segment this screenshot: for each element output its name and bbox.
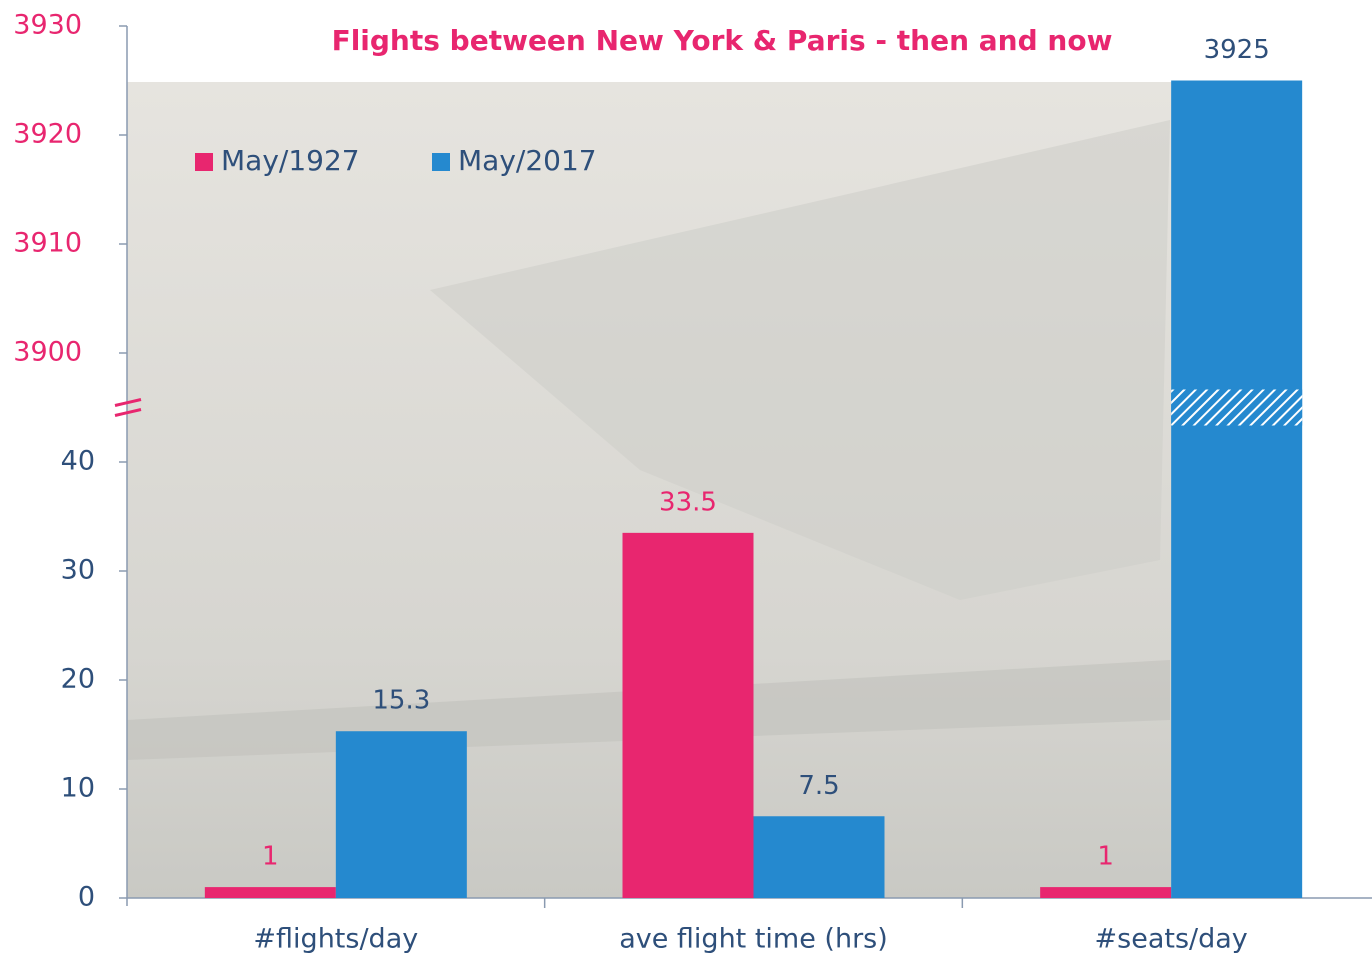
y-tick-label: 40 [61,446,95,477]
chart: Flights between New York & Paris - then … [0,0,1372,956]
bar-break-hatch [1171,390,1302,426]
x-tick-label: ave flight time (hrs) [619,924,888,955]
value-label: 15.3 [372,686,430,716]
legend-label: May/1927 [221,144,360,177]
x-tick-label: #flights/day [253,924,418,955]
y-tick-label: 20 [61,664,95,695]
bar [336,731,467,898]
bar [1171,81,1302,899]
bar [754,816,885,898]
value-label: 7.5 [798,771,839,801]
y-tick-label: 10 [61,773,95,804]
value-label: 33.5 [659,487,717,517]
value-label: 1 [1097,842,1114,872]
y-tick-label: 30 [61,555,95,586]
bar [1040,887,1171,898]
legend-marker [195,153,213,171]
value-label: 3925 [1204,35,1270,65]
bar [623,533,754,898]
legend-label: May/2017 [458,144,597,177]
y-tick-label: 3900 [13,337,82,368]
x-tick-label: #seats/day [1095,924,1248,955]
y-tick-label: 3920 [13,119,82,150]
y-tick-label: 3930 [13,10,82,41]
bar [205,887,336,898]
chart-title: Flights between New York & Paris - then … [332,24,1113,57]
legend-marker [432,153,450,171]
value-label: 1 [262,842,279,872]
y-tick-label: 3910 [13,228,82,259]
y-tick-label: 0 [78,882,95,913]
